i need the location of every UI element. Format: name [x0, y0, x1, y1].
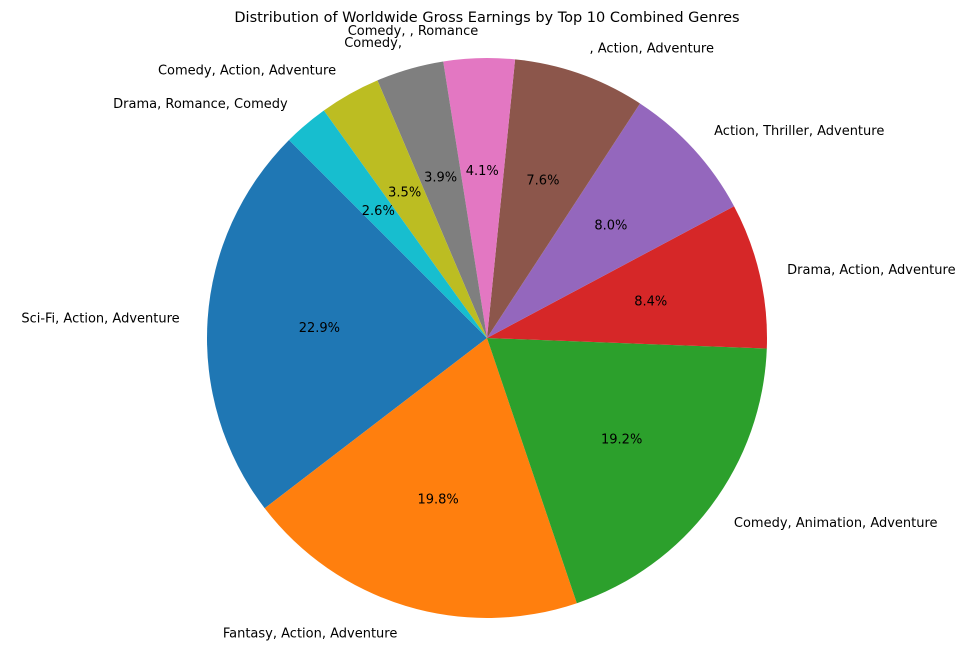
pie-category-label: Drama, Action, Adventure [787, 263, 955, 278]
pie-slice-action-thriller-adventure [487, 103, 735, 338]
pie-slice-drama-action-adventure [487, 206, 767, 349]
pie-slice-comedy-romance [443, 57, 516, 338]
pie-pct-label: 19.2% [601, 432, 642, 447]
pie-slice-drama-romance-comedy [289, 110, 487, 338]
chart-title: Distribution of Worldwide Gross Earnings… [234, 10, 739, 26]
pie-category-label: Comedy, Animation, Adventure [734, 516, 938, 531]
pie-pct-label: 8.4% [634, 294, 667, 309]
pie-slice-comedy [377, 61, 487, 338]
pie-pct-label: 19.8% [417, 493, 458, 508]
pie-slice-comedy-animation-adventure [487, 338, 767, 604]
pie-pct-label: 3.5% [388, 186, 421, 201]
pie-slice-comedy-action-adventure [323, 80, 487, 338]
pie-pct-label: 22.9% [299, 321, 340, 336]
pie-slice-fantasy-action-adventure [264, 338, 577, 618]
pie-pct-label: 7.6% [526, 174, 559, 189]
pie-category-label: Comedy, , Romance [348, 24, 479, 39]
pie-pct-label: 4.1% [466, 164, 499, 179]
pie-slice-action-adventure [487, 59, 640, 338]
pie-category-label: Fantasy, Action, Adventure [223, 627, 398, 642]
pie-slice-sci-fi-action-adventure [206, 140, 487, 509]
pie-category-label: Action, Thriller, Adventure [714, 124, 884, 139]
pie-category-label: Comedy, [344, 36, 402, 51]
pie-category-label: Comedy, Action, Adventure [158, 64, 336, 79]
pie-category-label: , Action, Adventure [590, 42, 714, 57]
pie-category-label: Drama, Romance, Comedy [113, 97, 288, 112]
pie-pct-label: 8.0% [594, 219, 627, 234]
pie-pct-label: 2.6% [362, 204, 395, 219]
pie-category-label: Sci-Fi, Action, Adventure [21, 312, 179, 327]
pie-pct-label: 3.9% [424, 171, 457, 186]
